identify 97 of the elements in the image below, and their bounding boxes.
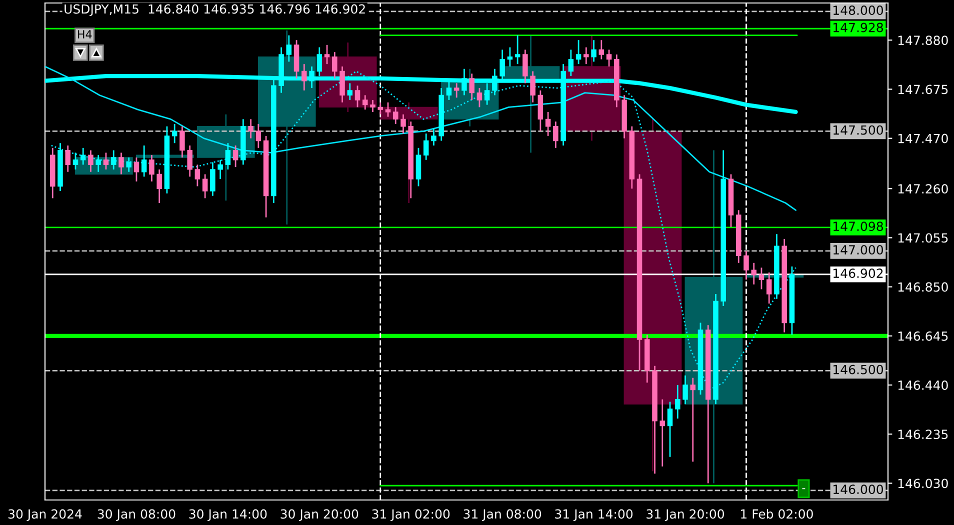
candlestick xyxy=(180,126,185,158)
candlestick xyxy=(598,39,604,60)
candlestick xyxy=(446,80,452,101)
candlestick xyxy=(538,90,544,132)
candlestick xyxy=(758,266,764,290)
x-tick-label: 1 Feb 02:00 xyxy=(741,509,813,519)
candlestick xyxy=(248,118,254,140)
ref-line-label: 147.928 xyxy=(834,22,883,32)
candlestick xyxy=(286,34,292,62)
candlestick xyxy=(514,34,520,65)
candlestick xyxy=(400,114,406,134)
candlestick xyxy=(347,82,353,101)
candlestick xyxy=(682,374,688,405)
candlestick xyxy=(690,377,696,462)
candlestick xyxy=(172,123,178,144)
ref-line-label: 147.000 xyxy=(834,245,884,255)
candlestick xyxy=(232,144,238,168)
y-tick-label: 146.645 xyxy=(898,331,948,341)
candlestick xyxy=(118,152,124,175)
candlestick xyxy=(370,99,376,113)
candlestick xyxy=(134,156,140,182)
candlestick xyxy=(72,152,78,170)
candlestick xyxy=(324,44,330,65)
candlestick xyxy=(156,168,162,204)
y-tick-label: 147.470 xyxy=(898,134,948,144)
candlestick xyxy=(667,401,673,458)
candlestick xyxy=(584,46,589,65)
candlestick xyxy=(484,82,490,106)
x-tick-label: 30 Jan 14:00 xyxy=(189,509,267,522)
candlestick xyxy=(256,123,262,149)
candlestick xyxy=(744,250,749,280)
candlestick xyxy=(225,142,231,170)
candlestick xyxy=(766,272,772,304)
ref-line-label: 147.098 xyxy=(834,222,883,232)
y-tick-label: 146.235 xyxy=(898,430,948,440)
candlestick xyxy=(126,156,132,173)
candlestick xyxy=(210,162,216,197)
candlestick xyxy=(545,111,551,137)
x-tick-label: 30 Jan 2024 xyxy=(8,509,82,522)
y-tick-label: 147.880 xyxy=(898,36,948,46)
ref-line-label: 148.000 xyxy=(834,6,884,16)
ref-line-label: 146.902 xyxy=(834,268,883,278)
candlestick xyxy=(187,144,192,178)
candlestick xyxy=(96,154,101,173)
candlestick xyxy=(194,164,200,187)
x-tick-label: 30 Jan 20:00 xyxy=(280,509,358,522)
annotation: - xyxy=(802,488,806,490)
candlestick xyxy=(568,49,574,77)
candlestick xyxy=(141,144,147,178)
x-tick-label: 30 Jan 08:00 xyxy=(98,509,176,522)
candlestick xyxy=(362,94,368,110)
annotation: H4 xyxy=(78,30,92,38)
candlestick xyxy=(332,51,338,80)
candlestick xyxy=(378,102,384,116)
candlestick xyxy=(591,39,596,62)
y-tick-label: 146.850 xyxy=(898,282,948,292)
candlestick xyxy=(392,106,398,125)
y-tick-label: 146.030 xyxy=(898,478,948,488)
candlestick xyxy=(149,154,154,182)
candlestick xyxy=(507,46,513,68)
candlestick xyxy=(522,49,528,84)
candlestick xyxy=(576,39,582,65)
candlestick xyxy=(88,150,94,173)
candlestick xyxy=(751,262,756,286)
x-tick-label: 31 Jan 08:00 xyxy=(464,509,542,522)
candlestick xyxy=(110,150,116,170)
candlestick xyxy=(423,132,429,161)
candlestick xyxy=(80,147,86,166)
candlestick xyxy=(606,49,612,68)
candlestick xyxy=(431,128,436,146)
x-tick-label: 31 Jan 02:00 xyxy=(372,509,450,522)
candlestick xyxy=(65,144,71,173)
y-tick-label: 146.440 xyxy=(898,380,948,390)
candlestick xyxy=(103,152,109,170)
candlestick xyxy=(202,174,208,199)
x-tick-label: 31 Jan 20:00 xyxy=(646,509,724,522)
candlestick xyxy=(553,120,558,149)
candlestick xyxy=(469,72,474,101)
candlestick xyxy=(302,63,307,92)
candlestick xyxy=(218,159,223,180)
chart-title: USDJPY,M15 146.840 146.935 146.796 146.902 xyxy=(64,4,365,16)
candlestick xyxy=(674,384,680,420)
ref-line-label: 146.500 xyxy=(834,364,884,374)
x-tick-label: 31 Jan 14:00 xyxy=(555,509,633,522)
candlestick xyxy=(416,147,422,187)
candlestick xyxy=(385,102,391,118)
candlestick xyxy=(476,87,482,108)
candlestick xyxy=(530,70,536,104)
candlestick xyxy=(660,398,666,468)
candlestick xyxy=(340,66,345,104)
candlestick xyxy=(454,82,460,98)
y-tick-label: 147.055 xyxy=(898,233,948,243)
candlestick xyxy=(354,84,360,108)
ref-line-label: 147.500 xyxy=(834,125,884,135)
y-tick-label: 147.260 xyxy=(898,184,948,194)
ref-line-label: 146.000 xyxy=(834,484,884,494)
y-tick-label: 147.675 xyxy=(898,84,948,94)
